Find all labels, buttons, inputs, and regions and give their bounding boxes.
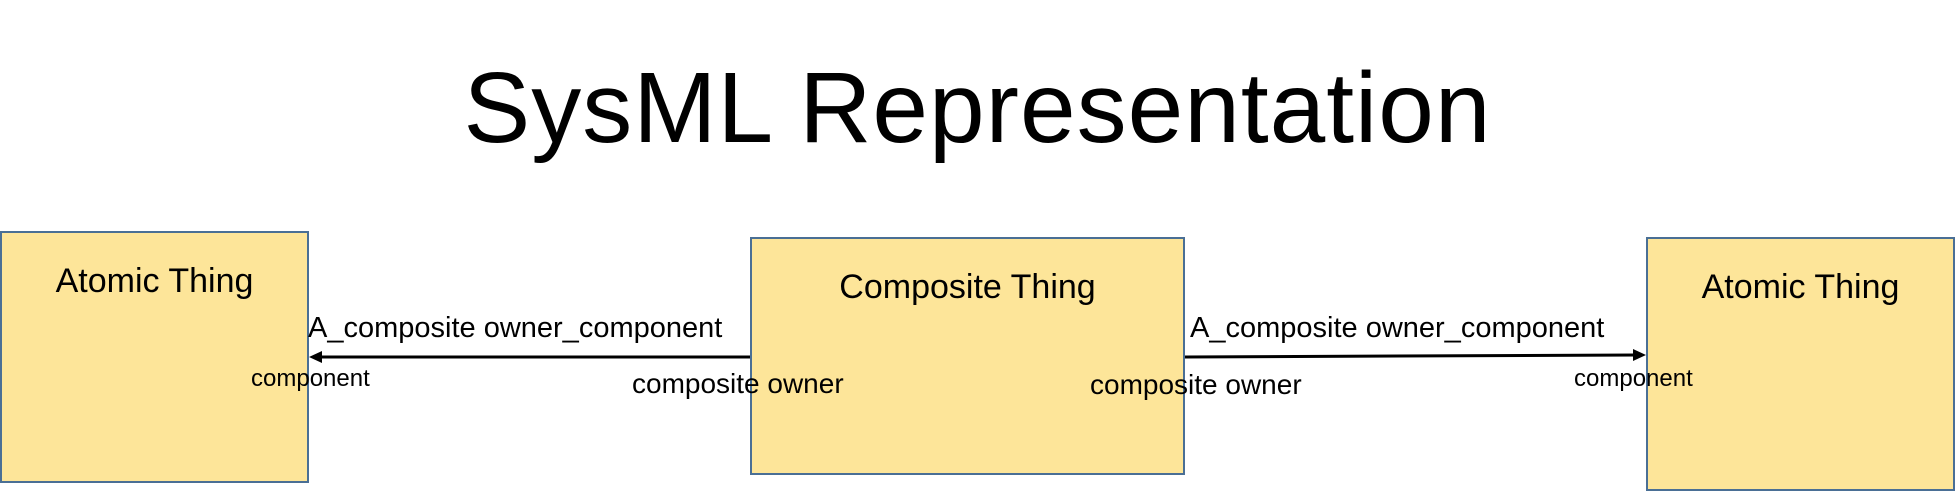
- slide-title: SysML Representation: [463, 52, 1492, 164]
- role-label-component-right: component: [1574, 365, 1693, 392]
- role-label-composite-owner-left: composite owner: [632, 368, 844, 399]
- association-name-left: A_composite owner_component: [308, 312, 723, 344]
- composite-thing-block: Composite Thing: [750, 237, 1185, 475]
- arrowhead-right-icon: [1633, 349, 1646, 361]
- association-line-right: [1184, 353, 1638, 359]
- role-label-component-left: component: [251, 365, 370, 392]
- arrowhead-left-icon: [309, 351, 322, 363]
- atomic-thing-block-right: Atomic Thing: [1646, 237, 1955, 491]
- atomic-thing-block-left: Atomic Thing: [0, 231, 309, 483]
- block-name: Atomic Thing: [55, 262, 254, 300]
- block-name: Atomic Thing: [1701, 268, 1900, 306]
- association-name-right: A_composite owner_component: [1190, 312, 1605, 344]
- block-name: Composite Thing: [839, 268, 1096, 306]
- role-label-composite-owner-right: composite owner: [1090, 369, 1302, 400]
